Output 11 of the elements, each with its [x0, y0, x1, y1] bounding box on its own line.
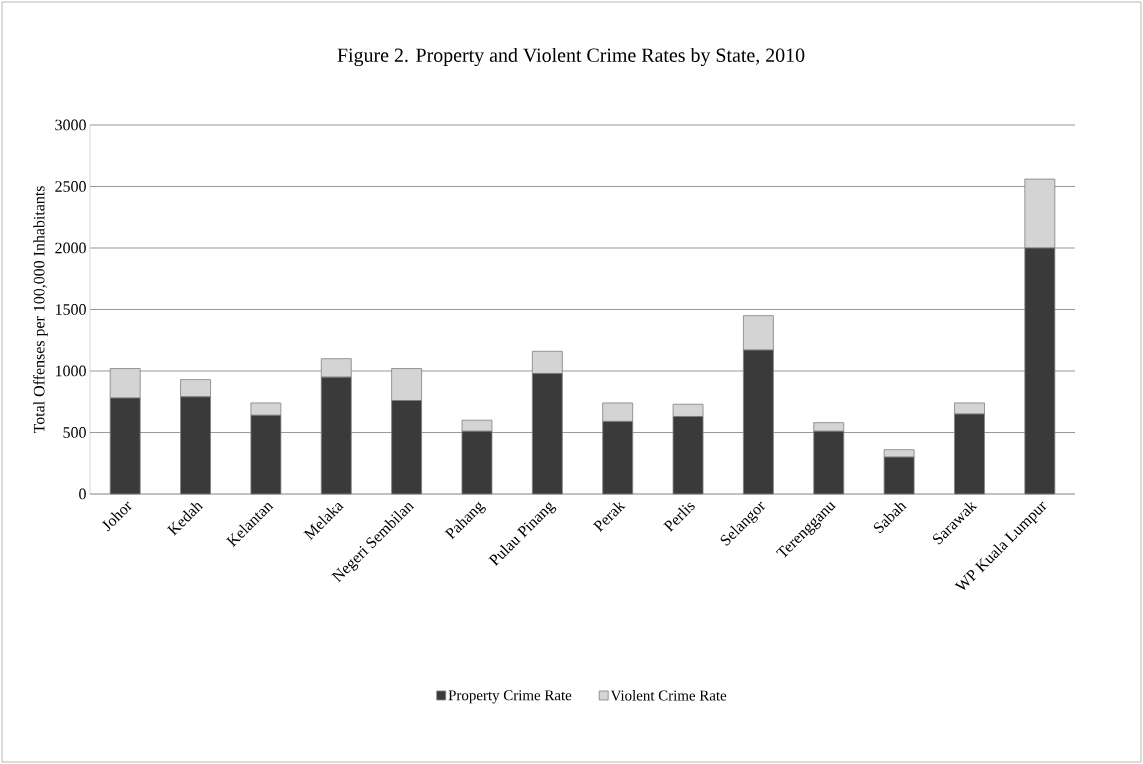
- y-axis-title: Total Offenses per 100,000 Inhabitants: [33, 186, 48, 434]
- legend-label: Property Crime Rate: [448, 690, 572, 704]
- y-tick-label: 0: [79, 488, 86, 500]
- y-tick-label: 3000: [55, 119, 86, 131]
- chart-title: Figure 2. Property and Violent Crime Rates by State, 2010: [337, 47, 805, 67]
- y-tick-label: 1000: [56, 365, 86, 377]
- y-tick-label: 1500: [56, 304, 86, 315]
- y-tick-label: 2500: [55, 181, 86, 192]
- legend-label: Violent Crime Rate: [610, 690, 727, 701]
- y-tick-label: 500: [63, 427, 86, 438]
- y-tick-label: 2000: [55, 242, 86, 254]
